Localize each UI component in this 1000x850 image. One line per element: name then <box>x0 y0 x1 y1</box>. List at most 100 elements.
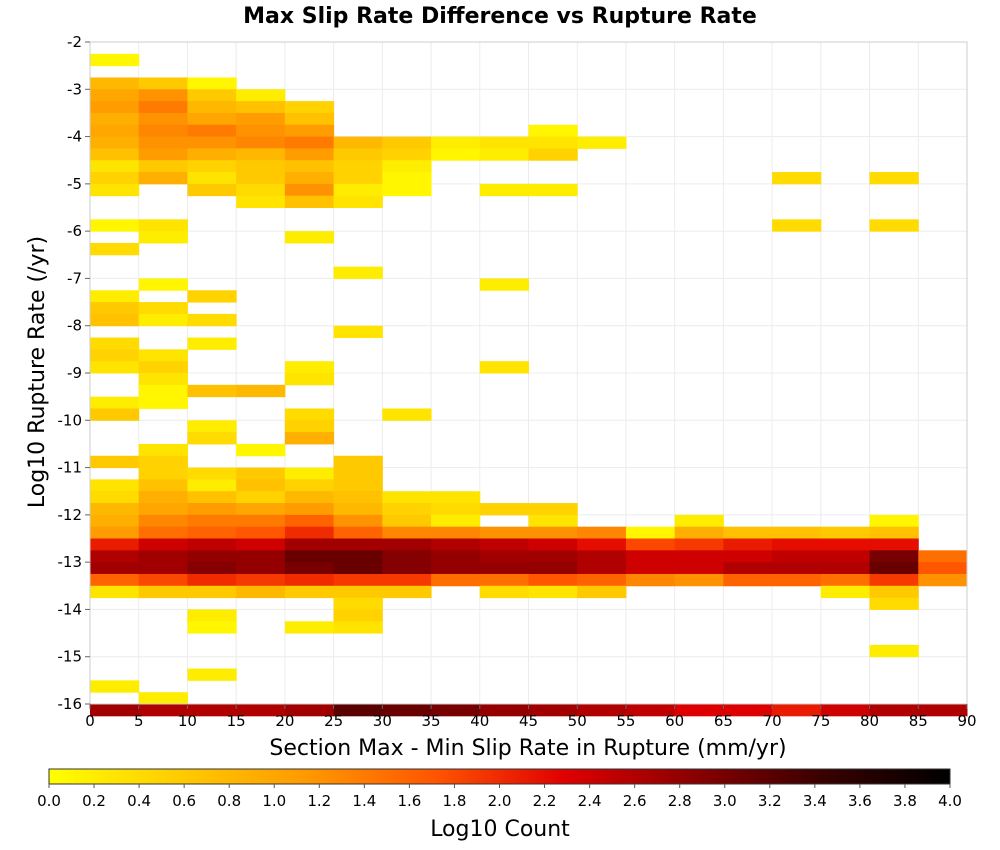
heatmap-cell <box>187 550 237 563</box>
heatmap-cell <box>138 373 188 386</box>
heatmap-cell <box>187 136 237 149</box>
heatmap-cell <box>528 585 578 599</box>
heatmap-cell <box>90 89 140 102</box>
heatmap-cell <box>723 526 773 539</box>
colorbar-ticks: 0.0 0.2 0.4 0.6 0.8 1.0 1.2 1.4 1.6 1.8 2.0 2.2 2.4 2… <box>37 784 962 810</box>
y-tick-label: -2 <box>67 33 82 51</box>
heatmap-cell <box>90 479 140 492</box>
y-tick-label: -10 <box>58 411 83 429</box>
heatmap-cell <box>284 550 335 563</box>
heatmap-cell <box>674 704 724 717</box>
heatmap-cell <box>187 573 237 587</box>
heatmap-cell <box>869 550 919 563</box>
y-tick-label: -14 <box>58 600 83 618</box>
heatmap-cell <box>528 550 578 563</box>
heatmap-cell <box>90 101 140 114</box>
heatmap-cell <box>138 538 188 551</box>
heatmap-cell <box>284 172 335 185</box>
heatmap-cell <box>236 573 286 587</box>
heatmap-cell <box>528 704 578 717</box>
heatmap-cell <box>382 526 432 539</box>
heatmap-cell <box>236 526 286 539</box>
colorbar-tick-label: 0.2 <box>82 792 106 810</box>
heatmap-cell <box>625 538 676 551</box>
heatmap-cell <box>284 467 335 480</box>
heatmap-cell <box>187 77 237 90</box>
heatmap-cell <box>236 124 286 138</box>
heatmap-cell <box>138 503 188 516</box>
heatmap-cell <box>187 384 237 398</box>
heatmap-cell <box>90 136 140 149</box>
heatmap-cell <box>479 183 529 197</box>
heatmap-cell <box>431 526 481 539</box>
heatmap-cell <box>479 550 529 563</box>
x-tick-label: 20 <box>275 712 294 730</box>
heatmap-cell <box>236 491 286 504</box>
heatmap-cell <box>333 455 383 469</box>
heatmap-cell <box>187 172 237 185</box>
heatmap-cell <box>479 562 529 575</box>
heatmap-cell <box>236 136 286 149</box>
heatmap-cell <box>820 550 871 563</box>
heatmap-cell <box>674 514 724 528</box>
heatmap-cell <box>674 562 724 575</box>
heatmap-cell <box>382 585 432 599</box>
heatmap-cell <box>138 455 188 469</box>
colorbar-tick-label: 2.2 <box>533 792 557 810</box>
colorbar-tick-label: 2.4 <box>578 792 602 810</box>
heatmap-cell <box>431 562 481 575</box>
heatmap-cell <box>625 562 676 575</box>
heatmap-cell <box>577 538 627 551</box>
heatmap-cell <box>138 112 188 126</box>
heatmap-cell <box>236 89 286 102</box>
heatmap-cell <box>236 112 286 126</box>
x-tick-label: 90 <box>957 712 976 730</box>
x-axis-ticks: 0 5 10 15 20 25 30 35 40 45 50 55 60 65 70 75 80 85 90 <box>85 704 977 730</box>
heatmap-cell <box>431 136 481 149</box>
heatmap-cell <box>723 550 773 563</box>
colorbar-tick-label: 3.4 <box>803 792 827 810</box>
heatmap-cell <box>772 538 822 551</box>
heatmap-cell <box>674 573 724 587</box>
heatmap-cell <box>431 704 481 717</box>
heatmap-cell <box>187 290 237 303</box>
heatmap-cell <box>333 621 383 634</box>
heatmap-cell <box>333 467 383 480</box>
heatmap-cell <box>528 136 578 149</box>
heatmap-cell <box>90 550 140 563</box>
heatmap-cell <box>90 290 140 303</box>
heatmap-cell <box>431 491 481 504</box>
heatmap-cell <box>479 585 529 599</box>
heatmap-cells <box>90 53 968 717</box>
heatmap-cell <box>918 550 968 563</box>
heatmap-cell <box>284 491 335 504</box>
colorbar-tick-label: 1.2 <box>307 792 331 810</box>
heatmap-cell <box>90 124 140 138</box>
x-tick-label: 10 <box>178 712 197 730</box>
heatmap-cell <box>284 503 335 516</box>
heatmap-cell <box>236 503 286 516</box>
heatmap-cell <box>723 538 773 551</box>
heatmap-cell <box>284 148 335 161</box>
heatmap-cell <box>187 420 237 433</box>
heatmap-cell <box>90 53 140 67</box>
heatmap-cell <box>820 704 871 717</box>
heatmap-cell <box>820 573 871 587</box>
heatmap-cell <box>772 219 822 232</box>
colorbar-label: Log10 Count <box>430 817 570 842</box>
heatmap-cell <box>479 503 529 516</box>
heatmap-cell <box>333 183 383 197</box>
heatmap-cell <box>333 514 383 528</box>
colorbar-tick-label: 3.0 <box>713 792 737 810</box>
x-tick-label: 70 <box>763 712 782 730</box>
colorbar-tick-label: 3.8 <box>893 792 917 810</box>
heatmap-cell <box>236 160 286 173</box>
heatmap-cell <box>187 337 237 350</box>
y-tick-label: -8 <box>67 317 82 335</box>
heatmap-cell <box>869 526 919 539</box>
heatmap-cell <box>528 124 578 138</box>
heatmap-cell <box>479 704 529 717</box>
heatmap-cell <box>577 136 627 149</box>
heatmap-cell <box>236 562 286 575</box>
heatmap-cell <box>382 136 432 149</box>
